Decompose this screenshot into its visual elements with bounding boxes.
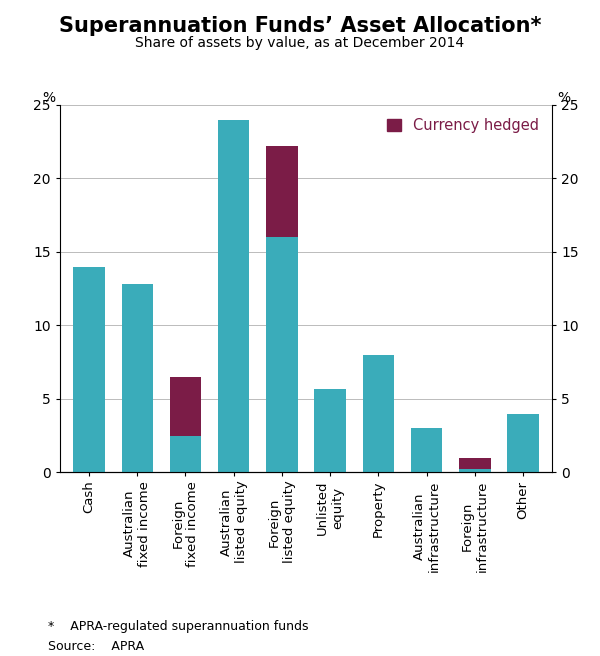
Legend: Currency hedged: Currency hedged: [381, 112, 545, 139]
Bar: [266, 146, 298, 237]
Text: Share of assets by value, as at December 2014: Share of assets by value, as at December…: [136, 36, 464, 50]
Text: %: %: [42, 91, 55, 105]
Bar: [73, 266, 104, 472]
Text: %: %: [557, 91, 570, 105]
Bar: [314, 388, 346, 472]
Bar: [170, 377, 201, 436]
Bar: [508, 413, 539, 472]
Bar: [459, 470, 491, 472]
Bar: [266, 237, 298, 472]
Text: *    APRA-regulated superannuation funds: * APRA-regulated superannuation funds: [48, 620, 308, 633]
Bar: [411, 428, 442, 472]
Bar: [218, 119, 250, 472]
Bar: [121, 284, 153, 472]
Text: Superannuation Funds’ Asset Allocation*: Superannuation Funds’ Asset Allocation*: [59, 16, 541, 36]
Text: Source:    APRA: Source: APRA: [48, 640, 144, 653]
Bar: [459, 458, 491, 470]
Bar: [170, 436, 201, 472]
Bar: [362, 355, 394, 472]
